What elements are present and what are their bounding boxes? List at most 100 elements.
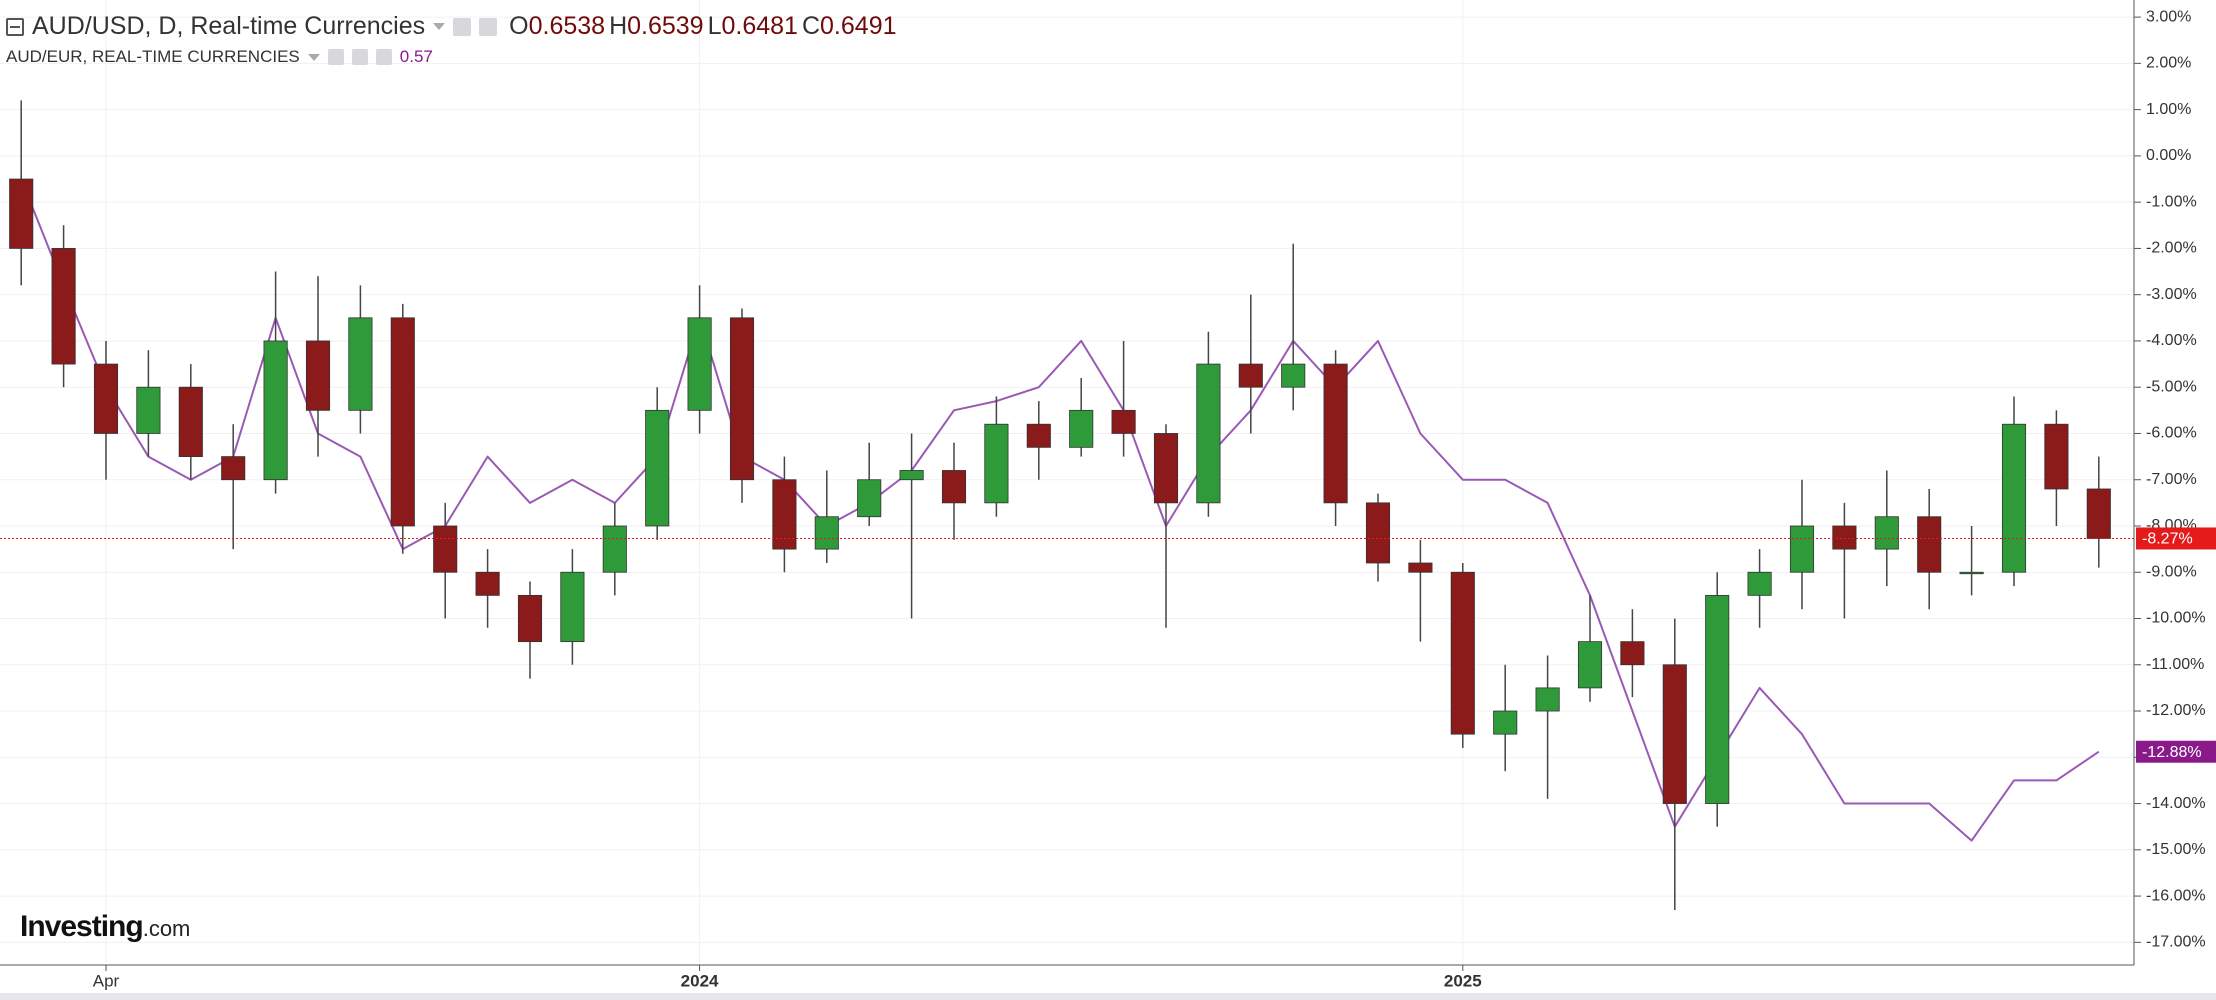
y-tick-label: -17.00%	[2146, 934, 2206, 951]
candle-body	[348, 317, 373, 411]
candle-body	[1620, 641, 1645, 666]
candle-body	[1069, 409, 1094, 448]
overlay-line	[20, 178, 2100, 842]
last-price-label: -8.27%	[2142, 531, 2193, 548]
x-tick-label: 2024	[681, 971, 719, 990]
candle-body	[1323, 363, 1348, 504]
ohlc-value: 0.6491	[820, 12, 897, 40]
settings-icon[interactable]	[453, 17, 472, 36]
candle-body	[1535, 687, 1560, 712]
main-title: AUD/USD, D, Real-time Currencies	[32, 12, 426, 40]
collapse-button[interactable]	[6, 17, 24, 36]
candle-body	[1493, 710, 1518, 735]
candle-body	[1747, 571, 1772, 596]
candle-body	[1408, 562, 1433, 573]
candle-body	[1789, 525, 1815, 573]
ohlc-value: 0.6539	[627, 12, 704, 40]
remove-icon[interactable]	[375, 49, 392, 65]
y-tick-label: -10.00%	[2146, 610, 2206, 627]
candle-body	[1238, 363, 1263, 388]
y-tick-label: -16.00%	[2146, 887, 2206, 904]
candle-body	[2001, 423, 2027, 573]
y-tick-label: 0.00%	[2146, 147, 2191, 164]
y-tick-label: -11.00%	[2146, 656, 2204, 673]
y-tick-label: 3.00%	[2146, 8, 2191, 25]
overlay-last-label: -12.88%	[2142, 744, 2202, 761]
ohlc-label: C	[801, 12, 821, 40]
candle-body	[475, 571, 500, 596]
overlay-legend[interactable]: AUD/EUR, REAL-TIME CURRENCIES 0.57	[6, 47, 897, 67]
candle-body	[1153, 433, 1179, 504]
y-tick-label: 2.00%	[2146, 55, 2191, 72]
ohlc-value: 0.6538	[528, 12, 606, 40]
candle-body	[178, 386, 203, 457]
y-tick-label: -3.00%	[2146, 286, 2197, 303]
y-tick-label: -9.00%	[2146, 563, 2197, 580]
candle-body	[984, 423, 1009, 504]
legend-header: AUD/USD, D, Real-time Currencies O0.6538…	[6, 12, 897, 67]
ohlc-value: 0.6481	[721, 12, 798, 40]
candle-body	[645, 409, 670, 527]
candle-body	[1111, 409, 1136, 434]
candle-body	[1874, 516, 1899, 550]
candle-body	[1577, 641, 1603, 689]
y-tick-label: -14.00%	[2146, 795, 2206, 812]
candle-body	[1281, 363, 1306, 388]
menu-caret[interactable]	[433, 23, 446, 30]
settings-icon[interactable]	[351, 49, 368, 65]
y-tick-label: -7.00%	[2146, 471, 2197, 488]
candle-body	[857, 479, 882, 518]
candle-body	[1832, 525, 1857, 550]
candle-body	[221, 456, 246, 481]
y-tick-label: -1.00%	[2146, 193, 2197, 210]
y-tick-label: -6.00%	[2146, 425, 2197, 442]
main-legend[interactable]: AUD/USD, D, Real-time Currencies O0.6538…	[6, 12, 897, 41]
menu-caret[interactable]	[307, 53, 320, 61]
y-tick-label: 1.00%	[2146, 101, 2191, 118]
candle-body	[1959, 571, 1984, 575]
candle-body	[2086, 488, 2111, 539]
candle-body	[1705, 594, 1730, 804]
candle-body	[1450, 571, 1475, 735]
candle-body	[1662, 664, 1687, 804]
candle-body	[263, 340, 288, 481]
overlay-value: 0.57	[399, 47, 433, 66]
candle-body	[772, 479, 797, 550]
candle-body	[2044, 423, 2069, 490]
candle-body	[305, 340, 331, 411]
logo-suffix: .com	[142, 916, 191, 941]
y-tick-label: -2.00%	[2146, 240, 2197, 257]
ohlc-label: O	[509, 12, 529, 40]
plot-background	[0, 0, 2134, 965]
logo-brand: Investing	[20, 910, 144, 943]
candle-body	[899, 470, 924, 481]
y-tick-label: -4.00%	[2146, 332, 2197, 349]
ohlc-label: H	[609, 12, 628, 40]
candle-body	[1196, 363, 1221, 504]
ohlc-label: L	[707, 12, 722, 40]
candle-body	[602, 525, 627, 573]
visibility-icon[interactable]	[327, 49, 344, 65]
y-tick-label: -12.00%	[2146, 702, 2206, 719]
candle-body	[1917, 516, 1942, 573]
candle-body	[136, 386, 161, 434]
candle-body	[390, 317, 415, 527]
candle-body	[1026, 423, 1051, 448]
candle-body	[941, 470, 967, 504]
candle-body	[729, 317, 755, 481]
candle-body	[9, 178, 34, 249]
visibility-icon[interactable]	[479, 17, 498, 36]
candle-body	[814, 516, 839, 550]
logo: Investing.com	[20, 910, 190, 944]
candle-body	[93, 363, 119, 434]
last-price-tag	[2136, 527, 2216, 550]
candle-body	[560, 571, 585, 643]
overlay-name: AUD/EUR, REAL-TIME CURRENCIES	[6, 47, 300, 66]
overlay-last-tag	[2136, 740, 2216, 763]
x-tick-label: Apr	[93, 971, 120, 990]
bottom-strip	[0, 993, 2216, 1000]
candle-body	[517, 594, 543, 643]
candle-body	[433, 525, 458, 573]
